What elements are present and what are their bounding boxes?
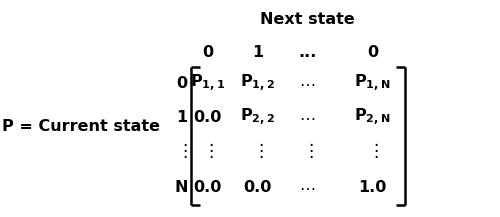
Text: ...: ... — [298, 44, 316, 60]
Text: $\vdots$: $\vdots$ — [252, 141, 264, 160]
Text: $\mathbf{P_{1,1}}$: $\mathbf{P_{1,1}}$ — [190, 73, 225, 94]
Text: 0: 0 — [202, 44, 213, 60]
Text: $\vdots$: $\vdots$ — [366, 141, 378, 160]
Text: Next state: Next state — [260, 12, 355, 27]
Text: $\cdots$: $\cdots$ — [300, 180, 316, 195]
Text: $\cdots$: $\cdots$ — [300, 76, 316, 91]
Text: 1: 1 — [252, 44, 263, 60]
Text: $\mathbf{P_{2,N}}$: $\mathbf{P_{2,N}}$ — [354, 107, 390, 128]
Text: $\mathbf{P_{1,2}}$: $\mathbf{P_{1,2}}$ — [240, 73, 275, 94]
Text: $\cdots$: $\cdots$ — [300, 110, 316, 125]
Text: 0.0: 0.0 — [194, 110, 222, 125]
Text: 0: 0 — [367, 44, 378, 60]
Text: $\mathbf{P_{1,N}}$: $\mathbf{P_{1,N}}$ — [354, 73, 390, 94]
Text: 1: 1 — [176, 110, 188, 125]
Text: $\vdots$: $\vdots$ — [176, 141, 188, 160]
Text: 0: 0 — [176, 76, 188, 91]
Text: $\vdots$: $\vdots$ — [302, 141, 314, 160]
Text: P = Current state: P = Current state — [2, 119, 160, 135]
Text: $\vdots$: $\vdots$ — [202, 141, 213, 160]
Text: $\mathbf{P_{2,2}}$: $\mathbf{P_{2,2}}$ — [240, 107, 275, 128]
Text: N: N — [174, 180, 188, 195]
Text: 0.0: 0.0 — [244, 180, 272, 195]
Text: 0.0: 0.0 — [194, 180, 222, 195]
Text: 1.0: 1.0 — [358, 180, 386, 195]
